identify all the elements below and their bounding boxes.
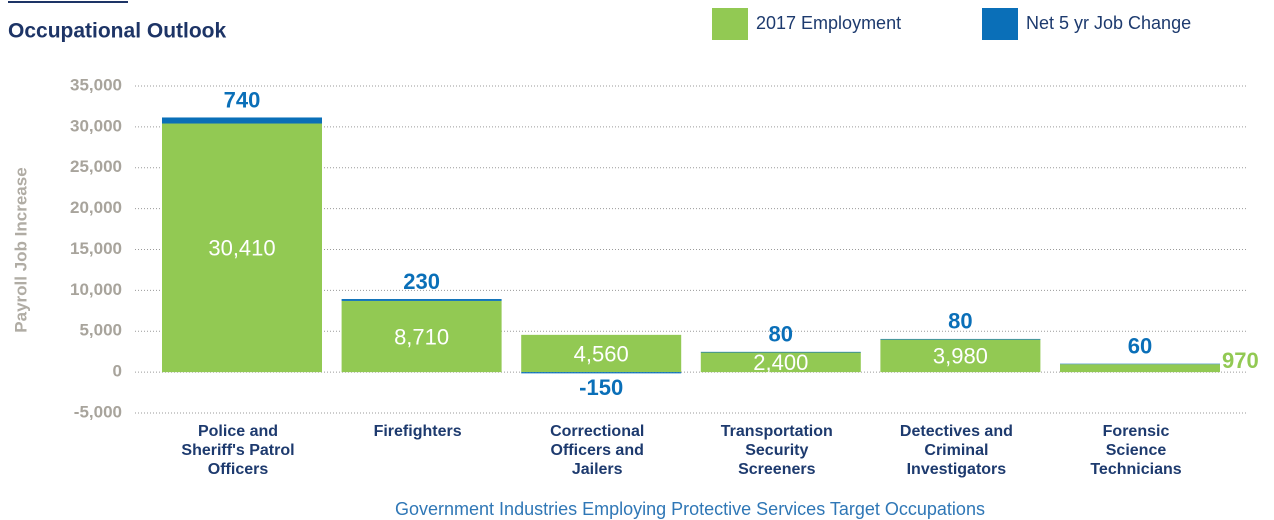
y-axis-title: Payroll Job Increase bbox=[11, 167, 30, 332]
y-tick-label: 10,000 bbox=[70, 280, 122, 299]
bar-segment bbox=[162, 117, 322, 124]
data-label: 3,980 bbox=[933, 344, 988, 369]
x-tick-label: Transportation Security Screeners bbox=[721, 423, 833, 478]
data-label: 80 bbox=[769, 322, 793, 347]
bar-segment bbox=[880, 338, 1041, 340]
data-label: 30,410 bbox=[208, 236, 275, 261]
x-tick-label: Firefighters bbox=[374, 423, 462, 440]
y-tick-label: 35,000 bbox=[70, 75, 122, 94]
bar-segment bbox=[162, 123, 322, 373]
bar-segment bbox=[521, 334, 682, 373]
data-label: 230 bbox=[403, 269, 440, 294]
data-label: 2,400 bbox=[753, 350, 808, 375]
bar-segment bbox=[700, 352, 861, 373]
x-tick-label: Correctional Officers and Jailers bbox=[550, 423, 644, 478]
data-label: 8,710 bbox=[394, 324, 449, 349]
bar-segment bbox=[1060, 364, 1220, 373]
x-tick-label: Detectives and Criminal Investigators bbox=[900, 423, 1013, 478]
bar-segment bbox=[341, 299, 502, 301]
x-axis-title: Government Industries Employing Protecti… bbox=[395, 499, 985, 519]
bar-segment bbox=[700, 351, 861, 353]
data-label: 740 bbox=[224, 87, 261, 112]
data-label: -150 bbox=[579, 375, 623, 400]
bar-segment bbox=[521, 372, 682, 374]
y-tick-label: 0 bbox=[113, 362, 122, 381]
y-tick-label: 15,000 bbox=[70, 239, 122, 258]
data-label: 60 bbox=[1128, 334, 1152, 359]
legend-swatch bbox=[982, 8, 1018, 40]
y-tick-label: 30,000 bbox=[70, 116, 122, 135]
legend-label: 2017 Employment bbox=[756, 13, 901, 33]
y-tick-label: 20,000 bbox=[70, 198, 122, 217]
x-tick-label: Police and Sheriff's Patrol Officers bbox=[181, 423, 294, 478]
chart-title: Occupational Outlook bbox=[8, 20, 227, 43]
bar-segment bbox=[880, 339, 1041, 373]
bar-segment bbox=[341, 300, 502, 373]
y-tick-label: -5,000 bbox=[74, 402, 122, 421]
y-tick-label: 5,000 bbox=[79, 321, 122, 340]
y-tick-label: 25,000 bbox=[70, 157, 122, 176]
legend-swatch bbox=[712, 8, 748, 40]
x-tick-label: Forensic Science Technicians bbox=[1090, 423, 1181, 478]
data-label: 970 bbox=[1222, 348, 1259, 373]
data-label: 80 bbox=[948, 309, 972, 334]
legend-label: Net 5 yr Job Change bbox=[1026, 13, 1191, 33]
data-label: 4,560 bbox=[574, 341, 629, 366]
